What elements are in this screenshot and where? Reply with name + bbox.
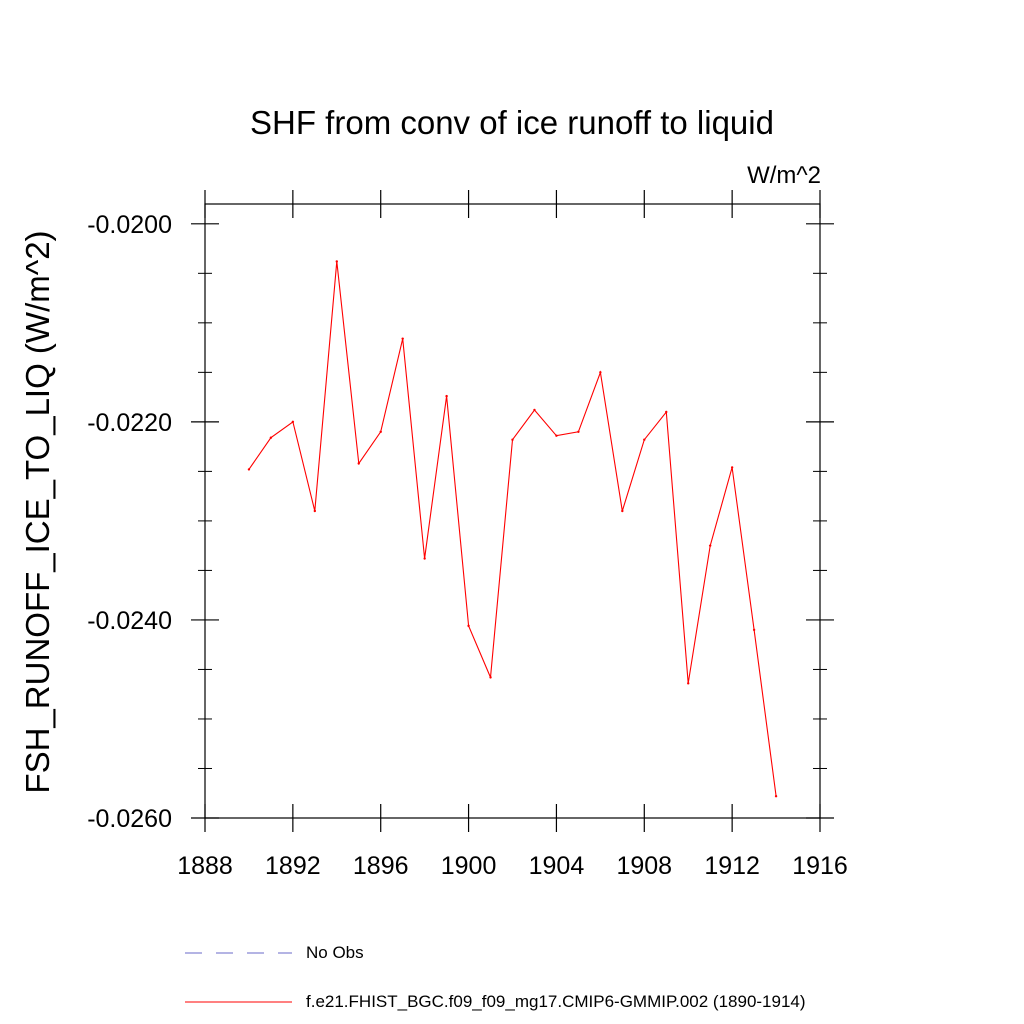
- y-tick-label: -0.0260: [87, 805, 172, 833]
- data-point-1903: [533, 408, 536, 412]
- data-point-1904: [555, 434, 558, 437]
- data-point-1902: [511, 438, 514, 441]
- data-point-1901: [489, 676, 492, 679]
- data-point-1910: [687, 682, 690, 685]
- data-point-1907: [621, 509, 624, 513]
- x-tick-label: 1916: [792, 852, 848, 880]
- series-line-0: [248, 261, 777, 797]
- x-tick-label: 1900: [441, 852, 497, 880]
- x-tick-label: 1904: [529, 852, 585, 880]
- data-point-1911: [708, 544, 712, 547]
- plot-frame: [204, 203, 821, 819]
- data-point-1891: [269, 436, 273, 439]
- data-point-1895: [357, 462, 360, 465]
- data-point-1896: [379, 430, 382, 433]
- x-tick-label: 1888: [177, 852, 233, 880]
- x-tick-label: 1892: [265, 852, 321, 880]
- series-group: [247, 260, 778, 798]
- y-tick-label: -0.0240: [87, 607, 172, 635]
- data-point-1906: [599, 371, 602, 374]
- legend-lines: [185, 952, 292, 1003]
- x-tick-label: 1908: [616, 852, 672, 880]
- legend-label-model-run: f.e21.FHIST_BGC.f09_f09_mg17.CMIP6-GMMIP…: [306, 992, 806, 1011]
- y-tick-label: -0.0200: [87, 211, 172, 239]
- data-point-1892: [291, 420, 295, 424]
- units-label: W/m^2: [747, 162, 821, 189]
- data-point-1909: [665, 410, 668, 414]
- data-point-1898: [423, 557, 426, 560]
- data-point-1900: [467, 624, 470, 628]
- x-tick-label: 1896: [353, 852, 409, 880]
- axis-ticks: 1888 1892 1896 1900 1904 1908 1912 1916 -0.0260 -…: [87, 190, 848, 880]
- data-point-1890: [247, 468, 251, 471]
- data-point-1893: [313, 509, 317, 513]
- chart-title: SHF from conv of ice runoff to liquid: [250, 104, 774, 141]
- legend-label-no-obs: No Obs: [306, 943, 364, 962]
- data-point-1914: [774, 795, 778, 798]
- data-point-1894: [335, 260, 338, 263]
- data-point-1905: [577, 430, 580, 433]
- data-point-1913: [752, 628, 756, 632]
- data-point-1899: [445, 394, 448, 398]
- y-tick-label: -0.0220: [87, 409, 172, 437]
- x-tick-label: 1912: [704, 852, 760, 880]
- data-point-1908: [643, 438, 646, 441]
- data-point-1912: [730, 466, 734, 469]
- data-point-1897: [401, 337, 404, 340]
